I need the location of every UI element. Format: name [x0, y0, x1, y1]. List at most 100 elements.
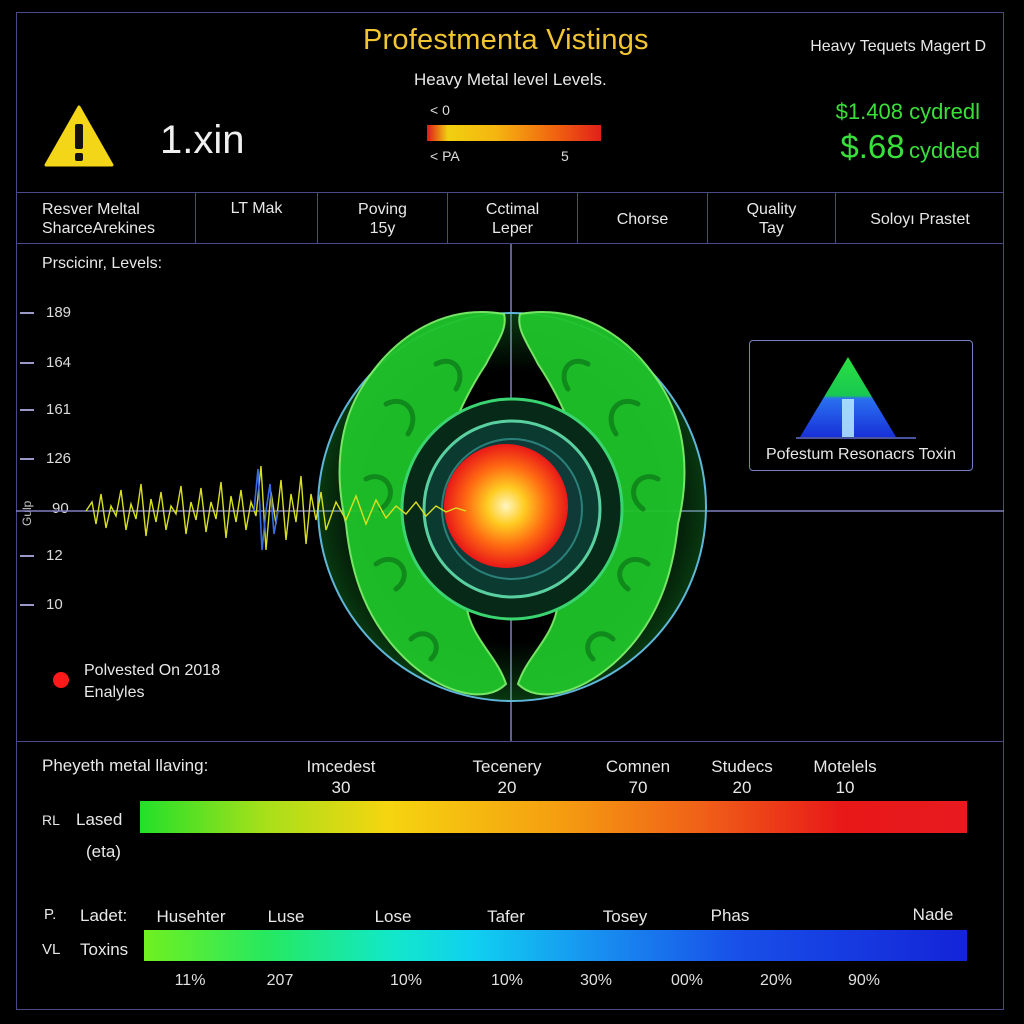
column-header-line: LT Mak: [230, 200, 283, 217]
price-primary: $1.408 cydredl: [835, 99, 980, 124]
category-value: 30: [331, 778, 351, 797]
row1-category: Comnen 70: [606, 756, 670, 798]
row2-percent: 10%: [389, 972, 423, 989]
column-header[interactable]: LT Mak: [196, 193, 318, 243]
column-header-line: Cctimal: [485, 201, 540, 218]
category-name: Tecenery: [472, 757, 542, 776]
category-value: 20: [497, 778, 517, 797]
row2-category: Lose: [374, 907, 412, 926]
row2-percent: 20%: [759, 972, 793, 989]
scale-bottom-left-label: < PA: [430, 148, 460, 164]
heat-scale-bar: [427, 125, 601, 141]
category-value: 70: [628, 778, 648, 797]
y-tick-label: 90: [52, 500, 69, 517]
y-tick-label: 10: [46, 596, 63, 613]
column-header[interactable]: Soloyı Prastet: [836, 193, 1004, 243]
price-secondary: $.68 cydded: [840, 128, 980, 166]
row2-category: Husehter: [156, 907, 226, 926]
column-header-row: Resver Meltal SharceArekines LT Mak Povin…: [16, 192, 1004, 244]
prism-icon: [796, 357, 916, 439]
price-secondary-unit: cydded: [909, 138, 980, 163]
legend-line: Enalyles: [84, 684, 145, 701]
heat-gradient-bar: [140, 801, 967, 833]
column-header[interactable]: Resver Meltal SharceArekines: [16, 193, 196, 243]
column-header-line: 15y: [369, 220, 396, 237]
scale-bottom-right-label: 5: [561, 148, 569, 164]
y-tick: 90: [52, 500, 69, 517]
resonance-inset-panel[interactable]: Pofestum Resonacrs Toxin: [749, 340, 973, 471]
y-tick-label: 126: [46, 450, 72, 467]
row2-percent: 30%: [579, 972, 613, 989]
row2-category: Tafer: [487, 907, 525, 926]
y-tick-label: 189: [46, 304, 72, 321]
column-header[interactable]: Quality Tay: [708, 193, 836, 243]
column-header-line: SharceArekines: [42, 220, 155, 237]
row2-category: Phas: [710, 906, 750, 925]
page-subtitle: Heavy Metal level Levels.: [414, 70, 607, 89]
y-tick-label: 12: [46, 547, 63, 564]
row1-title: Pheyeth metal llaving:: [42, 756, 209, 775]
panel-title: Prscicinr, Levels:: [42, 255, 163, 272]
y-tick: 161: [20, 401, 71, 418]
row2-percent: 00%: [670, 972, 704, 989]
column-header-line: Quality: [746, 201, 797, 218]
warning-icon: [44, 104, 114, 173]
row2-percent: 90%: [847, 972, 881, 989]
page-title: Profestmenta Vistings: [363, 24, 649, 56]
inset-label: Pofestum Resonacrs Toxin: [765, 446, 956, 463]
y-tick-label: 161: [46, 401, 72, 418]
column-header[interactable]: Poving 15y: [318, 193, 448, 243]
top-right-label: Heavy Tequets Magert D: [810, 38, 986, 55]
category-name: Studecs: [711, 757, 773, 776]
row1-side-a: RL: [42, 812, 60, 828]
y-tick: 189: [20, 304, 71, 321]
legend-text: Polvested On 2018 Enalyles: [84, 660, 220, 704]
row1-category: Studecs 20: [711, 756, 772, 798]
section-divider: [16, 741, 1004, 742]
category-name: Motelels: [813, 757, 877, 776]
category-value: 10: [835, 778, 855, 797]
column-header[interactable]: Cctimal Leper: [448, 193, 578, 243]
legend-line: Polvested On 2018: [84, 662, 221, 679]
signal-waveform-accent: [253, 468, 279, 551]
row2-category: Tosey: [602, 907, 648, 926]
column-header-line: Poving: [358, 201, 407, 218]
price-secondary-amount: $.68: [840, 128, 905, 165]
column-header-line: Soloyı Prastet: [870, 210, 970, 228]
row2-category: Nade: [912, 905, 954, 924]
row2-side-c: VL: [42, 941, 61, 958]
column-header[interactable]: Chorse: [578, 193, 708, 243]
row2-category: Luse: [267, 907, 305, 926]
row1-side-b: Lased: [76, 810, 123, 829]
row2-percent: 207: [266, 972, 294, 989]
category-name: Comnen: [605, 757, 671, 776]
column-header-line: Leper: [492, 220, 533, 237]
y-tick: 164: [20, 354, 71, 371]
lobe-folds: [363, 359, 661, 662]
row2-percent: 11%: [174, 972, 206, 989]
category-name: Imcedest: [306, 757, 376, 776]
y-tick: 126: [20, 450, 71, 467]
row2-side-a: P.: [44, 906, 57, 923]
level-readout: 1.xin: [160, 118, 245, 162]
row2-side-d: Toxins: [80, 940, 129, 959]
row1-category: Tecenery 20: [473, 756, 542, 798]
scale-top-label: < 0: [430, 102, 450, 118]
row2-percent: 10%: [490, 972, 524, 989]
y-tick: 10: [20, 596, 63, 613]
toxin-gradient-bar: [144, 930, 967, 961]
row1-category: Imcedest 30: [307, 756, 376, 798]
category-value: 20: [732, 778, 752, 797]
y-tick: 12: [20, 547, 63, 564]
column-header-line: Chorse: [616, 210, 669, 228]
signal-waveform: [85, 465, 467, 551]
heat-core: [444, 444, 568, 568]
row1-side-c: (eta): [86, 842, 121, 861]
row1-category: Motelels 10: [813, 756, 876, 798]
legend-dot: [53, 672, 69, 688]
column-header-line: Resver Meltal: [42, 201, 140, 218]
resonance-visualization: [16, 244, 1004, 741]
y-tick-label: 164: [46, 354, 72, 371]
row2-side-b: Ladet:: [80, 906, 128, 925]
column-header-line: Tay: [759, 220, 784, 237]
